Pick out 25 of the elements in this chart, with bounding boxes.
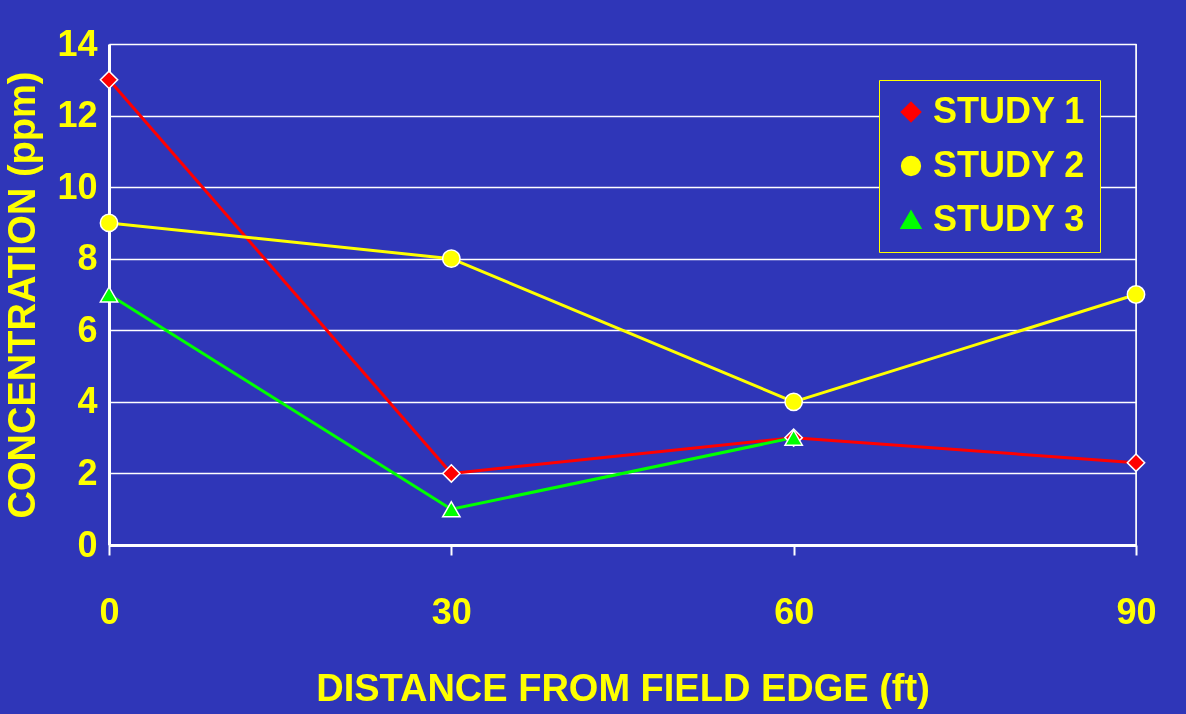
point xyxy=(99,286,119,303)
point xyxy=(99,213,119,233)
x-tick-label: 30 xyxy=(431,590,472,632)
legend-label: STUDY 1 xyxy=(933,90,1085,131)
point xyxy=(441,464,461,483)
legend-label: STUDY 2 xyxy=(933,144,1085,185)
point xyxy=(1126,285,1146,304)
y-tick-label: 10 xyxy=(57,165,98,207)
x-tick-label: 90 xyxy=(1116,590,1157,632)
y-tick-label: 2 xyxy=(77,451,98,493)
point xyxy=(441,500,461,518)
legend-label: STUDY 3 xyxy=(933,198,1085,239)
y-tick-label: 6 xyxy=(77,308,98,350)
y-tick-label: 8 xyxy=(77,237,98,279)
y-tick-label: 0 xyxy=(77,523,98,565)
x-axis-title: DISTANCE FROM FIELD EDGE (ft) xyxy=(316,666,930,709)
point xyxy=(441,249,461,269)
point xyxy=(99,70,119,90)
point xyxy=(784,392,804,412)
point xyxy=(1126,453,1146,473)
y-tick-label: 4 xyxy=(77,380,98,422)
y-axis-title: CONCENTRATION (ppm) xyxy=(1,71,44,519)
y-tick-label: 14 xyxy=(57,22,98,64)
x-tick-label: 60 xyxy=(774,590,815,632)
y-tick-label: 12 xyxy=(57,94,98,136)
